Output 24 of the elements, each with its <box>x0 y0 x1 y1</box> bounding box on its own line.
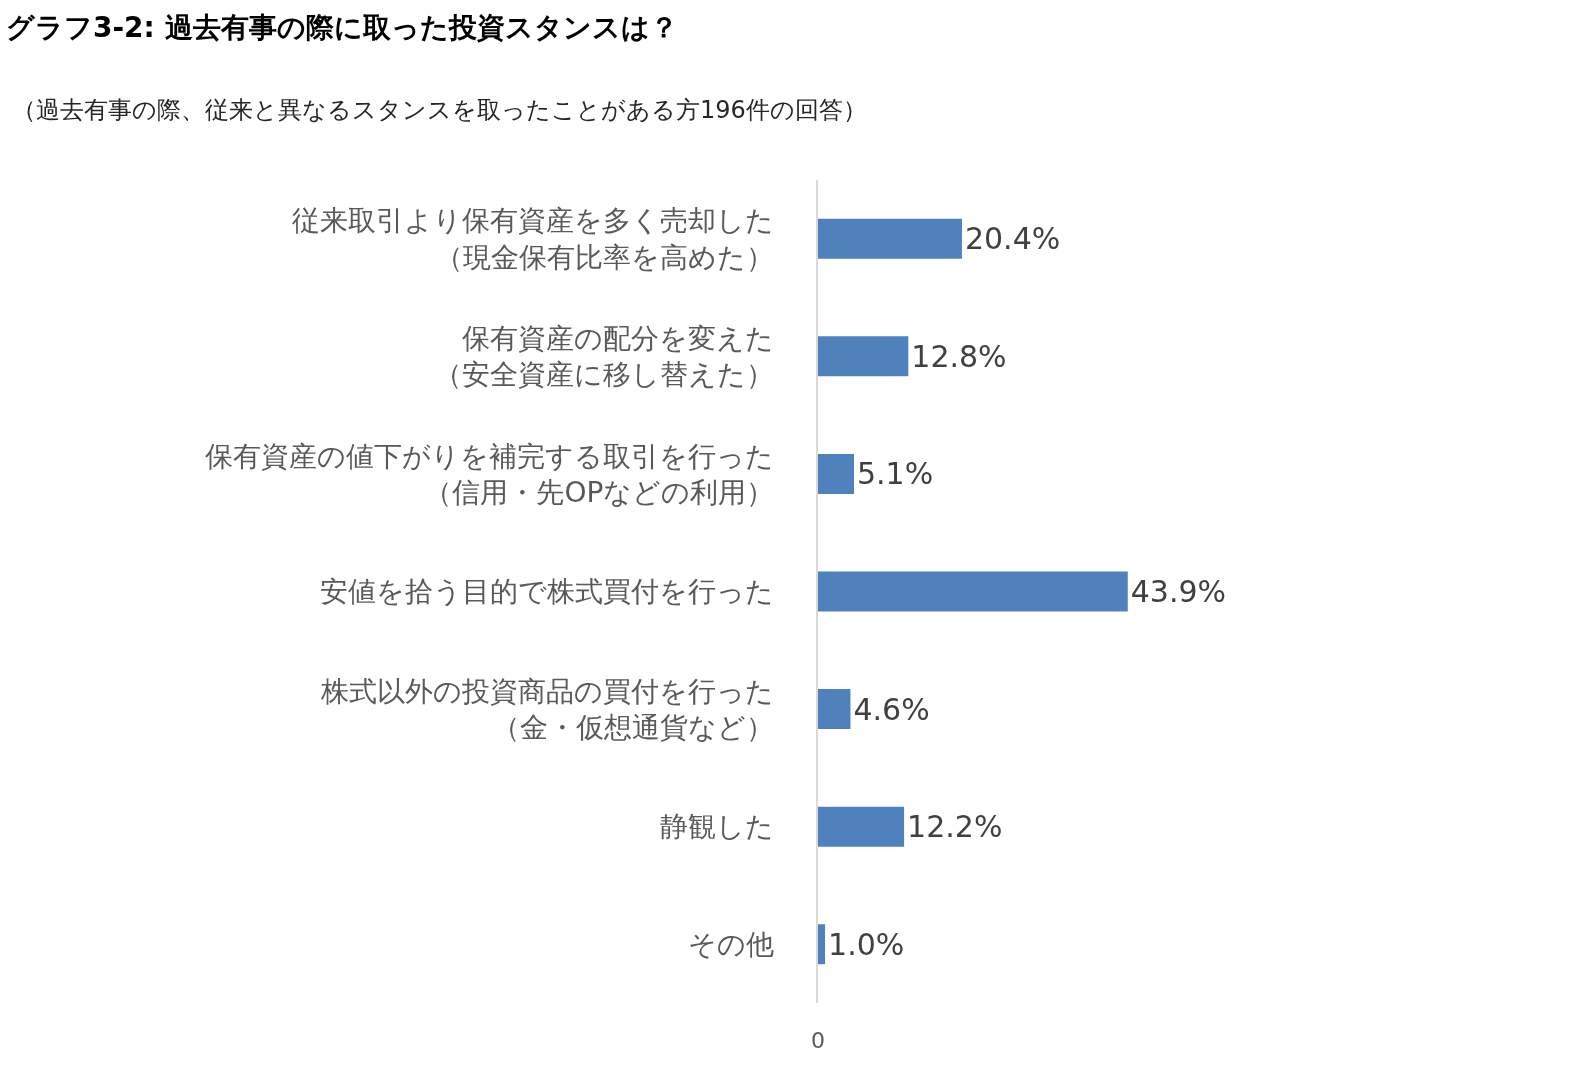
bar <box>818 571 1128 612</box>
data-label: 4.6% <box>853 691 930 727</box>
data-label: 20.4% <box>964 221 1061 257</box>
bar <box>818 689 851 730</box>
bar <box>818 453 854 494</box>
y-tick-label: 従来取引より保有資産を多く売却した（現金保有比率を高めた） <box>292 204 775 274</box>
y-tick-label: その他 <box>688 928 775 962</box>
text: グラフ3-2: 過去有事の際に取った投資スタンスは？ <box>6 10 678 44</box>
text: 0 <box>811 1028 825 1053</box>
bar <box>818 218 962 259</box>
data-label: 12.2% <box>907 809 1003 845</box>
text: （過去有事の際、従来と異なるスタンスを取ったことがある方196件の回答） <box>12 96 867 124</box>
y-tick-label: 安値を拾う目的で株式買付を行った <box>320 575 775 609</box>
y-tick-label: 保有資産の値下がりを補完する取引を行った（信用・先OPなどの利用） <box>205 439 775 509</box>
bar <box>818 924 826 965</box>
data-label: 12.8% <box>911 338 1007 374</box>
y-tick-label: 静観した <box>660 810 775 844</box>
bar <box>818 336 909 377</box>
y-tick-label: 株式以外の投資商品の買付を行った（金・仮想通貨など） <box>320 674 775 745</box>
bar <box>818 806 905 847</box>
data-label: 5.1% <box>856 456 934 492</box>
y-tick-label: 保有資産の配分を変えた（安全資産に移し替えた） <box>434 321 775 392</box>
data-label: 43.9% <box>1130 574 1227 609</box>
data-label: 1.0% <box>828 926 905 962</box>
